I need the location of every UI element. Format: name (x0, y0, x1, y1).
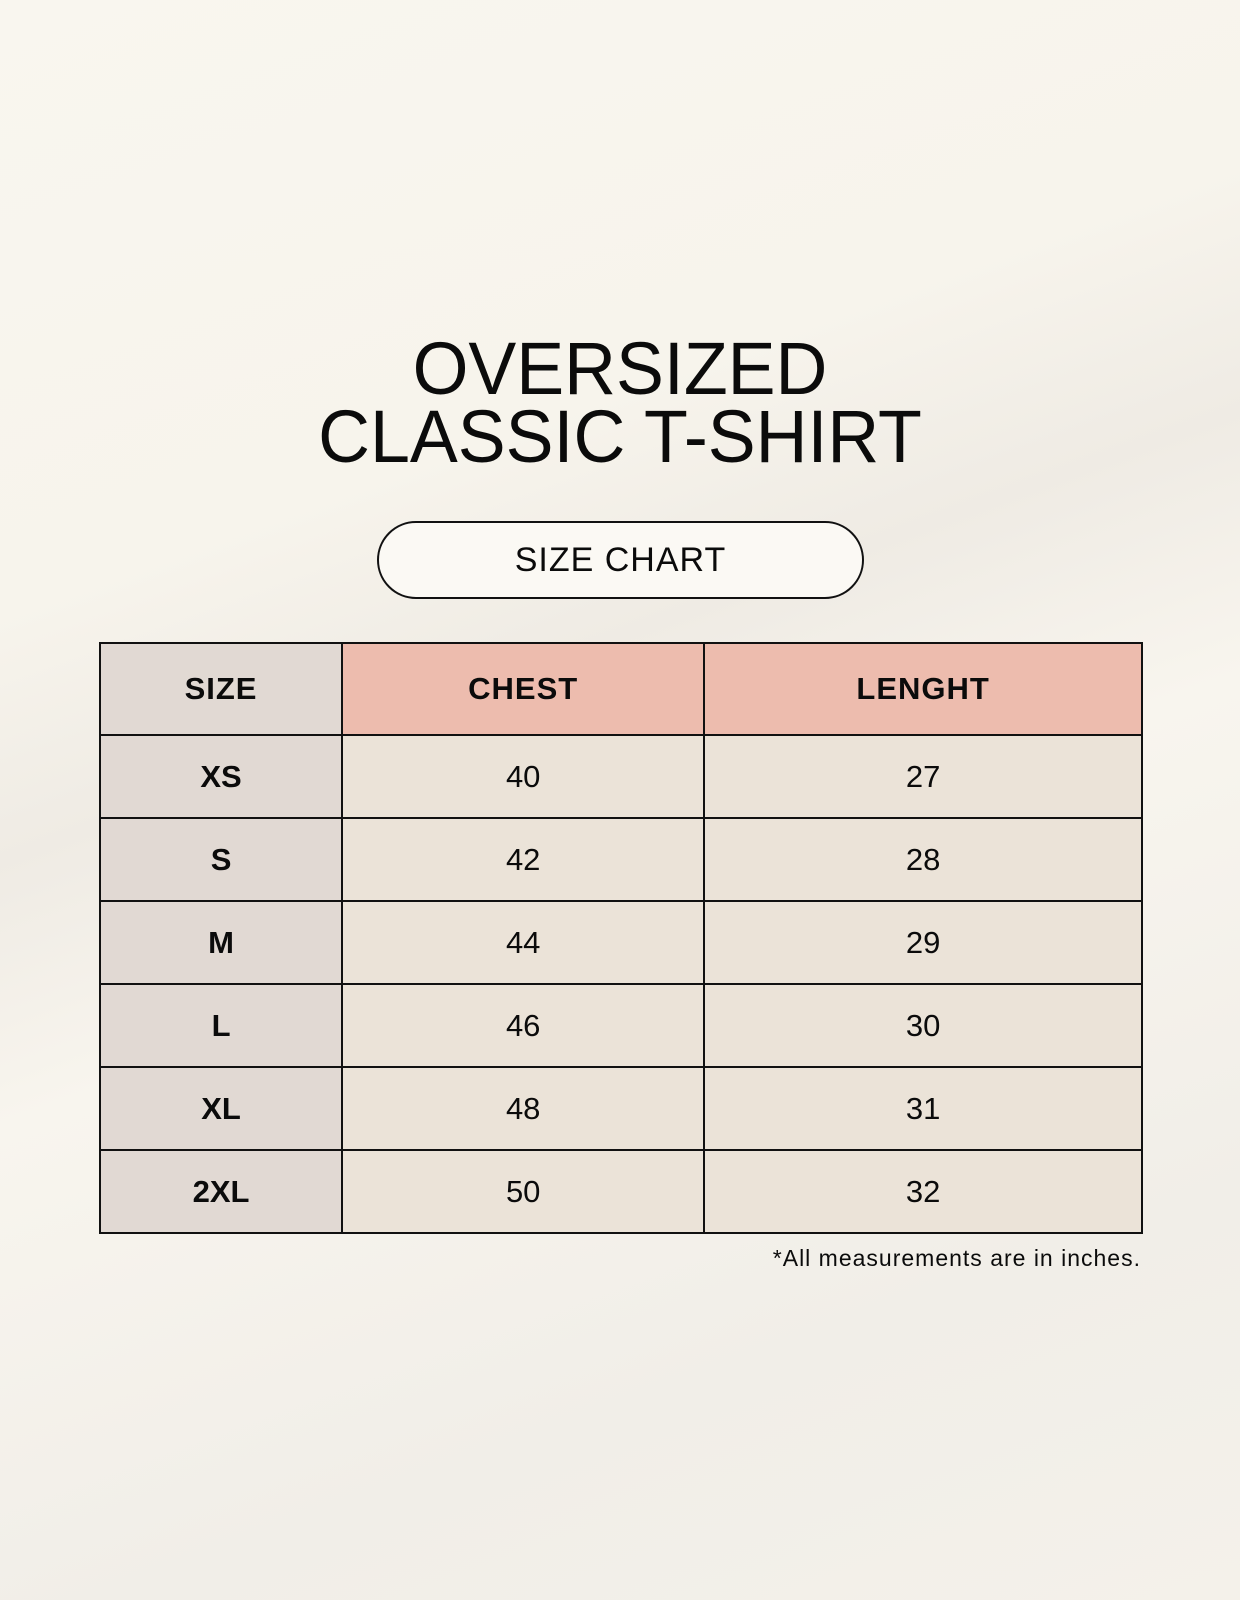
footnote: *All measurements are in inches. (772, 1245, 1141, 1271)
table-row: M 44 29 (98, 900, 1143, 985)
cell-length: 30 (703, 983, 1143, 1068)
header-size: SIZE (98, 642, 344, 736)
cell-length: 28 (703, 817, 1143, 902)
cell-chest: 44 (341, 900, 706, 985)
cell-chest: 46 (341, 983, 706, 1068)
cell-length: 32 (703, 1149, 1143, 1234)
size-chart-badge: SIZE CHART (377, 521, 864, 599)
cell-chest: 50 (341, 1149, 706, 1234)
cell-size: L (98, 983, 344, 1068)
page-title: OVERSIZED CLASSIC T-SHIRT (19, 327, 1222, 478)
table-row: 2XL 50 32 (98, 1149, 1143, 1234)
size-table: SIZE CHEST LENGHT XS 40 27 S 42 28 M 44 29 L 46 30 X… (98, 642, 1143, 1234)
cell-size: M (98, 900, 344, 985)
cell-size: XL (98, 1066, 344, 1151)
title-line-1: OVERSIZED (412, 327, 828, 410)
table-row: S 42 28 (98, 817, 1143, 902)
cell-chest: 48 (341, 1066, 706, 1151)
cell-length: 29 (703, 900, 1143, 985)
header-chest: CHEST (341, 642, 706, 736)
cell-length: 31 (703, 1066, 1143, 1151)
title-line-2: CLASSIC T-SHIRT (318, 395, 922, 478)
table-header-row: SIZE CHEST LENGHT (98, 642, 1143, 736)
header-length: LENGHT (703, 642, 1143, 736)
table-row: XL 48 31 (98, 1066, 1143, 1151)
cell-chest: 40 (341, 734, 706, 819)
cell-size: S (98, 817, 344, 902)
table-row: L 46 30 (98, 983, 1143, 1068)
cell-size: 2XL (98, 1149, 344, 1234)
cell-length: 27 (703, 734, 1143, 819)
cell-chest: 42 (341, 817, 706, 902)
table-row: XS 40 27 (98, 734, 1143, 819)
cell-size: XS (98, 734, 344, 819)
